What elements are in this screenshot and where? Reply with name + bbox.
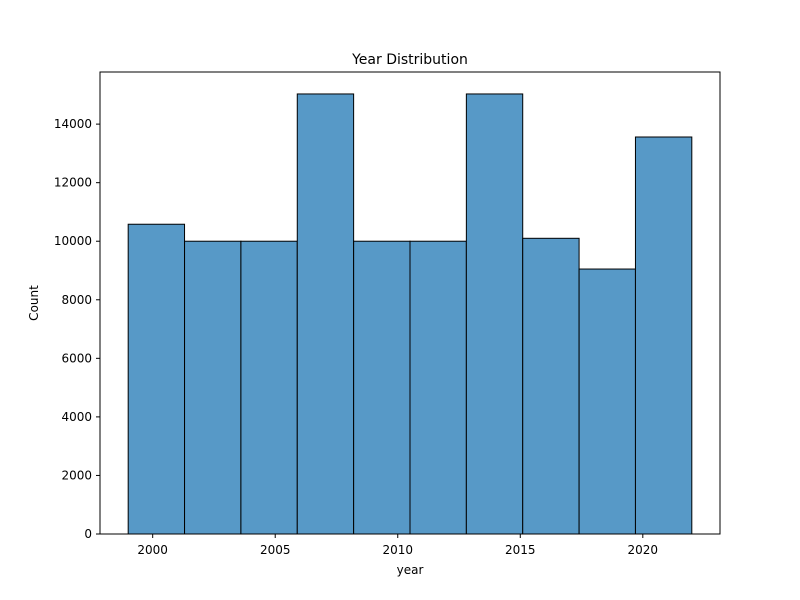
y-tick-label-8000: 8000 — [61, 293, 92, 307]
histogram-bar-10 — [634, 136, 693, 535]
histogram-bar-3 — [240, 240, 298, 535]
x-tick-label-2005: 2005 — [260, 543, 291, 557]
x-axis-ticks: 2000 2005 2010 2015 2020 — [137, 534, 658, 557]
histogram-bar-5 — [353, 240, 411, 535]
plot-frame — [99, 71, 721, 535]
x-tick-label-2020: 2020 — [628, 543, 659, 557]
histogram-bar-1 — [127, 223, 186, 535]
histogram-bar-8 — [522, 237, 580, 535]
histogram-bar-4 — [296, 93, 355, 535]
x-tick-label-2010: 2010 — [382, 543, 413, 557]
y-tick-label-12000: 12000 — [54, 176, 92, 190]
histogram-bar-7 — [465, 93, 524, 535]
x-axis-label: year — [397, 563, 424, 577]
y-axis-label: Count — [27, 285, 41, 321]
x-tick-label-2000: 2000 — [137, 543, 168, 557]
x-tick-label-2015: 2015 — [505, 543, 536, 557]
chart-title: Year Distribution — [351, 52, 468, 68]
y-tick-label-0: 0 — [84, 527, 92, 541]
histogram-bar-9 — [578, 268, 636, 535]
histogram-bar-6 — [409, 240, 467, 535]
y-tick-label-10000: 10000 — [54, 234, 92, 248]
histogram-bar-2 — [184, 240, 242, 535]
y-tick-label-4000: 4000 — [61, 410, 92, 424]
y-tick-label-2000: 2000 — [61, 468, 92, 482]
y-tick-label-6000: 6000 — [61, 351, 92, 365]
y-tick-label-14000: 14000 — [54, 117, 92, 131]
y-axis-ticks: 0 2000 4000 6000 8000 10000 12000 14000 — [54, 117, 100, 541]
bars-group — [127, 93, 693, 535]
